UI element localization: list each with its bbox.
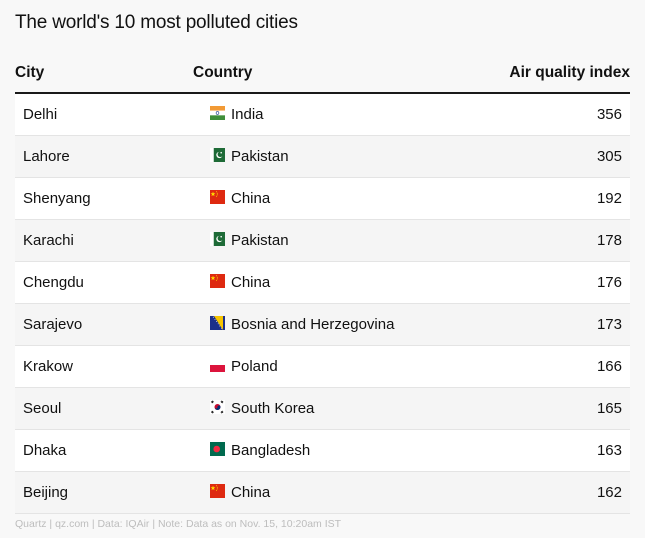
pakistan-flag-icon [210,148,225,162]
country-cell: Bangladesh [231,442,311,459]
city-cell: Sarajevo [23,316,83,333]
table-row: Dhaka Bangladesh 163 [15,430,630,472]
source-note: Quartz | qz.com | Data: IQAir | Note: Da… [15,518,342,530]
country-cell: China [231,190,271,207]
city-cell: Beijing [23,484,69,501]
aqi-cell: 192 [596,190,622,207]
column-header-city: City [15,64,45,81]
table-row: Chengdu China 176 [15,262,630,304]
country-cell: China [231,484,271,501]
bangladesh-flag-icon [210,442,225,456]
table-row: Sarajevo Bosnia and Herzegovina 173 [15,304,630,346]
city-cell: Krakow [23,358,74,375]
pakistan-flag-icon [210,232,225,246]
aqi-cell: 166 [596,358,622,375]
aqi-cell: 173 [596,316,622,333]
table-row: Krakow Poland 166 [15,346,630,388]
aqi-cell: 178 [596,232,622,249]
city-cell: Dhaka [23,442,67,459]
table-row: Lahore Pakistan 305 [15,136,630,178]
column-header-country: Country [193,64,253,81]
country-cell: Pakistan [231,232,289,249]
aqi-cell: 176 [596,274,622,291]
city-cell: Chengdu [23,274,84,291]
city-cell: Seoul [23,400,62,417]
table-row: Karachi Pakistan 178 [15,220,630,262]
aqi-cell: 305 [596,148,622,165]
country-cell: China [231,274,271,291]
table-row: Beijing China 162 [15,472,630,514]
aqi-cell: 162 [596,484,622,501]
city-cell: Shenyang [23,190,91,207]
city-cell: Lahore [23,148,70,165]
table-header: City Country Air quality index [15,58,630,94]
china-flag-icon [210,484,225,498]
country-cell: Pakistan [231,148,289,165]
country-cell: South Korea [231,400,315,417]
bosnia-flag-icon [210,316,225,330]
pollution-table: City Country Air quality index Delhi Indi… [15,58,630,514]
aqi-cell: 163 [596,442,622,459]
country-cell: India [231,106,264,123]
city-cell: Delhi [23,106,58,123]
table-row: Shenyang China 192 [15,178,630,220]
country-cell: Bosnia and Herzegovina [231,316,395,333]
chart-title: The world's 10 most polluted cities [15,12,298,33]
china-flag-icon [210,190,225,204]
table-row: Seoul South Korea 165 [15,388,630,430]
table-body: Delhi India 356 Lahore Pakistan 305 Shenyang Ch… [15,94,630,514]
south-korea-flag-icon [210,400,225,414]
aqi-cell: 356 [596,106,622,123]
poland-flag-icon [210,358,225,372]
table-row: Delhi India 356 [15,94,630,136]
country-cell: Poland [231,358,278,375]
column-header-aqi: Air quality index [509,64,630,81]
aqi-cell: 165 [596,400,622,417]
city-cell: Karachi [23,232,74,249]
china-flag-icon [210,274,225,288]
india-flag-icon [210,106,225,120]
